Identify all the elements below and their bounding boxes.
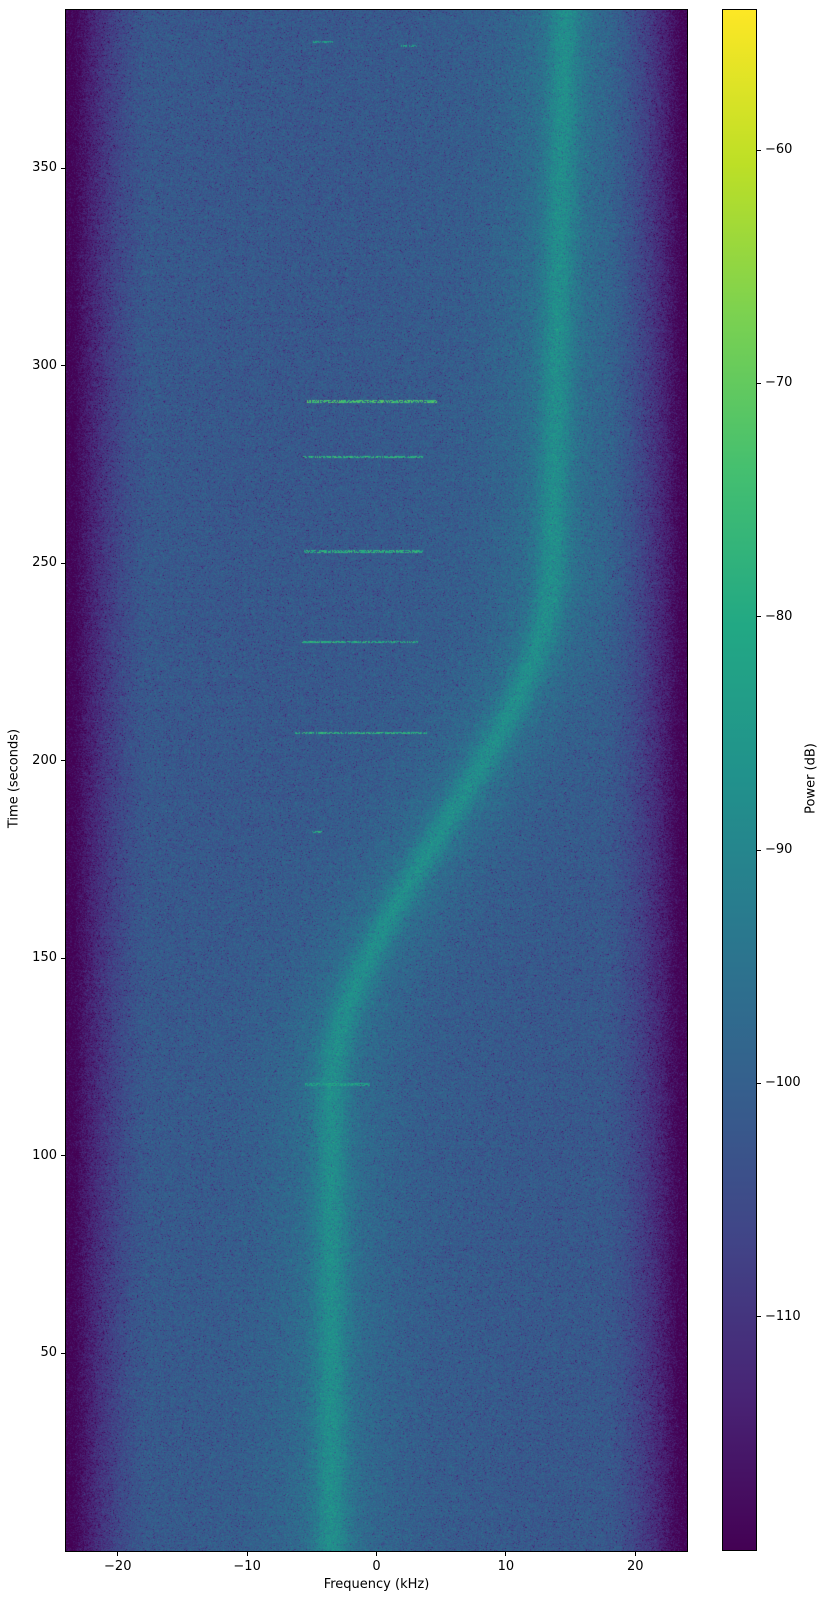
y-tick — [61, 958, 66, 959]
colorbar-tick — [757, 850, 761, 851]
colorbar-label: Power (dB) — [804, 679, 821, 879]
y-tick — [61, 365, 66, 366]
x-tick — [505, 1551, 506, 1556]
colorbar-tick-label: −80 — [765, 609, 792, 625]
colorbar-tick-label: −70 — [765, 375, 792, 391]
x-tick-label: 0 — [347, 1559, 407, 1575]
x-tick — [117, 1551, 118, 1556]
x-axis-label: Frequency (kHz) — [66, 1577, 687, 1592]
spectrogram-heatmap — [66, 10, 687, 1551]
y-tick — [61, 760, 66, 761]
x-tick — [376, 1551, 377, 1556]
y-tick — [61, 1155, 66, 1156]
y-tick — [61, 168, 66, 169]
figure: −20 −10 0 10 20 50 100 150 200 250 300 350 Frequen… — [0, 0, 832, 1603]
y-tick-label: 250 — [11, 555, 57, 571]
colorbar-tick-label: −90 — [765, 842, 792, 858]
y-tick — [61, 1353, 66, 1354]
colorbar-tick-label: −100 — [765, 1075, 801, 1091]
x-tick — [635, 1551, 636, 1556]
colorbar-tick — [757, 1083, 761, 1084]
colorbar-tick-label: −60 — [765, 142, 792, 158]
y-tick-label: 100 — [11, 1148, 57, 1164]
y-tick-label: 150 — [11, 950, 57, 966]
colorbar-tick — [757, 616, 761, 617]
colorbar-tick — [757, 383, 761, 384]
y-tick — [61, 563, 66, 564]
colorbar-tick-label: −110 — [765, 1309, 801, 1325]
x-tick-label: 20 — [605, 1559, 665, 1575]
colorbar-border — [722, 9, 757, 1551]
x-tick — [247, 1551, 248, 1556]
x-tick-label: −20 — [88, 1559, 148, 1575]
x-tick-label: −10 — [217, 1559, 277, 1575]
y-axis-label: Time (seconds) — [7, 679, 24, 879]
y-tick-label: 300 — [11, 358, 57, 374]
x-tick-label: 10 — [476, 1559, 536, 1575]
y-tick-label: 50 — [11, 1345, 57, 1361]
y-tick-label: 350 — [11, 160, 57, 176]
colorbar-tick — [757, 1316, 761, 1317]
colorbar-tick — [757, 150, 761, 151]
